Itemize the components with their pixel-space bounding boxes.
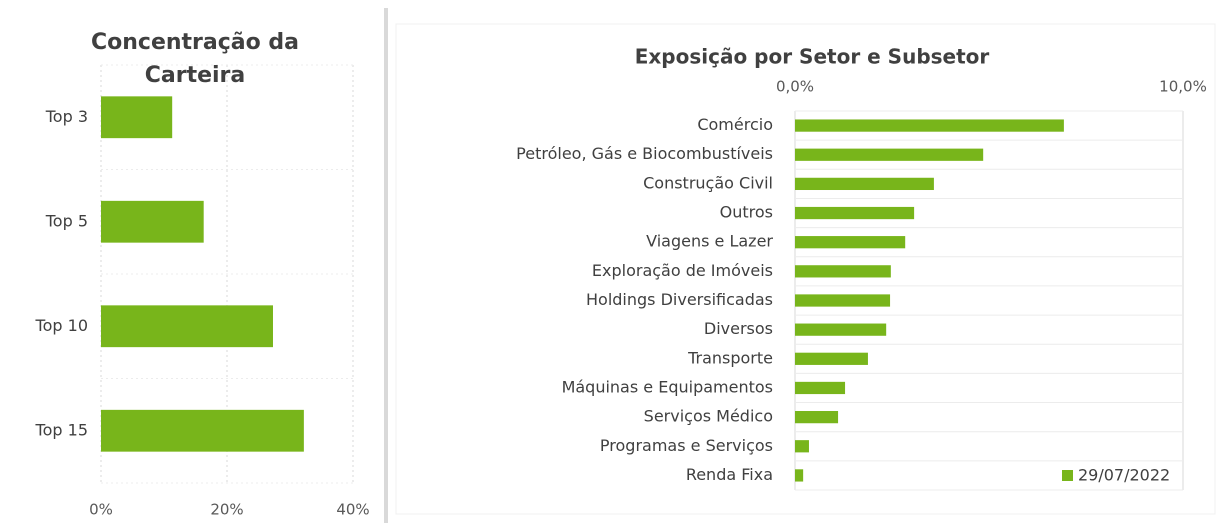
- bar: [795, 236, 906, 249]
- y-tick-label: Exploração de Imóveis: [592, 261, 773, 280]
- chart-title: Exposição por Setor e Subsetor: [635, 45, 990, 69]
- legend-label: 29/07/2022: [1078, 466, 1170, 485]
- bar: [101, 96, 173, 139]
- legend-swatch: [1062, 470, 1073, 481]
- bar: [795, 352, 868, 365]
- y-tick-label: Transporte: [687, 348, 773, 367]
- bar: [795, 177, 934, 191]
- bar: [795, 119, 1064, 132]
- bar: [101, 200, 204, 243]
- bar: [795, 381, 846, 395]
- x-tick-label: 40%: [336, 501, 369, 519]
- bar: [795, 469, 804, 482]
- panel-border: [395, 23, 1216, 515]
- y-tick-label: Comércio: [697, 115, 773, 134]
- x-tick-label: 10,0%: [1159, 78, 1207, 96]
- x-tick-label: 0%: [89, 501, 113, 519]
- y-tick-label: Renda Fixa: [686, 465, 773, 484]
- y-tick-label: Top 3: [45, 107, 88, 126]
- chart-title: Concentração da Carteira: [90, 30, 299, 88]
- bar: [795, 323, 887, 336]
- y-tick-label: Top 10: [35, 316, 88, 335]
- y-tick-label: Viagens e Lazer: [646, 232, 773, 251]
- bar: [795, 440, 809, 453]
- y-tick-label: Holdings Diversificadas: [586, 290, 773, 309]
- y-tick-label: Top 15: [35, 420, 88, 439]
- x-tick-label: 20%: [210, 501, 243, 519]
- bar: [795, 265, 891, 278]
- y-tick-label: Outros: [720, 203, 773, 222]
- y-tick-label: Top 5: [45, 211, 88, 230]
- bar: [101, 409, 304, 452]
- x-tick-label: 0,0%: [776, 78, 814, 96]
- bar: [795, 294, 891, 307]
- y-tick-label: Diversos: [704, 319, 773, 338]
- y-tick-label: Programas e Serviços: [600, 436, 773, 455]
- y-tick-label: Máquinas e Equipamentos: [562, 377, 773, 396]
- bar: [101, 305, 273, 348]
- y-tick-label: Serviços Médico: [644, 407, 773, 426]
- y-tick-label: Petróleo, Gás e Biocombustíveis: [516, 144, 773, 163]
- bar: [795, 410, 839, 424]
- y-tick-label: Construção Civil: [643, 173, 773, 192]
- bar: [795, 148, 984, 161]
- bar: [795, 206, 915, 220]
